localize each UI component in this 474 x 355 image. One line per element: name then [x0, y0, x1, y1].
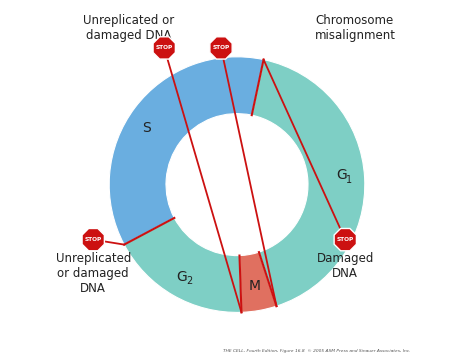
Polygon shape	[210, 37, 232, 59]
Polygon shape	[82, 229, 104, 251]
Polygon shape	[153, 37, 175, 59]
Text: Unreplicated or
damaged DNA: Unreplicated or damaged DNA	[83, 14, 174, 42]
Text: THE CELL, Fourth Edition, Figure 16.8  © 2005 ASM Press and Sinauer Associates, : THE CELL, Fourth Edition, Figure 16.8 © …	[223, 349, 411, 353]
Text: M: M	[249, 279, 261, 293]
Text: Unreplicated
or damaged
DNA: Unreplicated or damaged DNA	[55, 252, 131, 295]
Wedge shape	[239, 252, 276, 312]
Text: Damaged
DNA: Damaged DNA	[317, 252, 374, 280]
Text: 1: 1	[346, 175, 352, 185]
Text: G: G	[177, 270, 187, 284]
Text: 2: 2	[187, 277, 193, 286]
Wedge shape	[109, 57, 264, 245]
Text: S: S	[142, 121, 151, 135]
Wedge shape	[252, 60, 365, 306]
Text: Chromosome
misalignment: Chromosome misalignment	[315, 14, 396, 42]
Text: STOP: STOP	[155, 45, 173, 50]
Text: G: G	[336, 168, 346, 182]
Text: STOP: STOP	[337, 237, 354, 242]
Wedge shape	[124, 218, 241, 312]
Polygon shape	[334, 229, 356, 251]
Text: STOP: STOP	[84, 237, 102, 242]
Text: STOP: STOP	[212, 45, 229, 50]
